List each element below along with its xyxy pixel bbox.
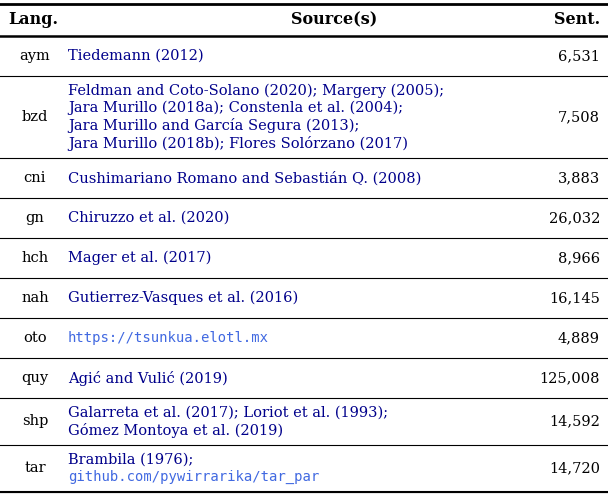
Text: Tiedemann (2012): Tiedemann (2012) <box>68 49 204 63</box>
Text: quy: quy <box>21 371 49 385</box>
Text: 7,508: 7,508 <box>558 110 600 124</box>
Text: Jara Murillo (2018a); Constenla et al. (2004);: Jara Murillo (2018a); Constenla et al. (… <box>68 101 403 116</box>
Text: oto: oto <box>23 331 47 345</box>
Text: 26,032: 26,032 <box>548 211 600 225</box>
Text: Lang.: Lang. <box>8 11 58 28</box>
Text: nah: nah <box>21 291 49 305</box>
Text: 14,592: 14,592 <box>549 415 600 429</box>
Text: Jara Murillo and García Segura (2013);: Jara Murillo and García Segura (2013); <box>68 118 359 133</box>
Text: https://tsunkua.elotl.mx: https://tsunkua.elotl.mx <box>68 331 269 345</box>
Text: Brambila (1976);: Brambila (1976); <box>68 453 193 467</box>
Text: hch: hch <box>21 251 49 265</box>
Text: Gutierrez-Vasques et al. (2016): Gutierrez-Vasques et al. (2016) <box>68 291 299 305</box>
Text: aym: aym <box>19 49 50 63</box>
Text: 6,531: 6,531 <box>558 49 600 63</box>
Text: Jara Murillo (2018b); Flores Solórzano (2017): Jara Murillo (2018b); Flores Solórzano (… <box>68 136 408 151</box>
Text: 3,883: 3,883 <box>558 171 600 185</box>
Text: cni: cni <box>24 171 46 185</box>
Text: bzd: bzd <box>22 110 48 124</box>
Text: Galarreta et al. (2017); Loriot et al. (1993);: Galarreta et al. (2017); Loriot et al. (… <box>68 406 388 420</box>
Text: 8,966: 8,966 <box>558 251 600 265</box>
Text: 16,145: 16,145 <box>549 291 600 305</box>
Text: Feldman and Coto-Solano (2020); Margery (2005);: Feldman and Coto-Solano (2020); Margery … <box>68 83 444 98</box>
Text: shp: shp <box>22 415 48 429</box>
Text: tar: tar <box>24 461 46 476</box>
Text: 14,720: 14,720 <box>549 461 600 476</box>
Text: Gómez Montoya et al. (2019): Gómez Montoya et al. (2019) <box>68 423 283 438</box>
Text: Sent.: Sent. <box>554 11 600 28</box>
Text: github.com/pywirrarika/tar_par: github.com/pywirrarika/tar_par <box>68 470 319 484</box>
Text: 125,008: 125,008 <box>539 371 600 385</box>
Text: 4,889: 4,889 <box>558 331 600 345</box>
Text: Agić and Vulić (2019): Agić and Vulić (2019) <box>68 371 228 385</box>
Text: gn: gn <box>26 211 44 225</box>
Text: Source(s): Source(s) <box>291 11 377 28</box>
Text: Chiruzzo et al. (2020): Chiruzzo et al. (2020) <box>68 211 229 225</box>
Text: Mager et al. (2017): Mager et al. (2017) <box>68 251 212 265</box>
Text: Cushimariano Romano and Sebastián Q. (2008): Cushimariano Romano and Sebastián Q. (20… <box>68 171 421 185</box>
